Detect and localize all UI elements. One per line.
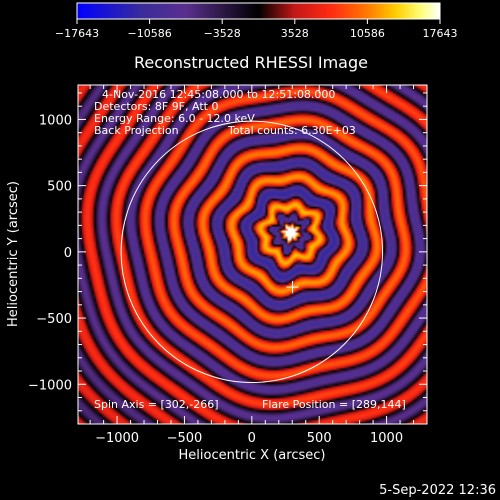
y-tick-label: 1000 <box>39 113 72 128</box>
annotation-energy-range: Energy Range: 6.0 - 12.0 keV <box>94 112 255 125</box>
annotation-method: Back Projection <box>94 124 179 137</box>
colorbar-tick-label: −17643 <box>55 27 99 40</box>
x-tick-label: −1000 <box>95 431 139 446</box>
heatmap-image <box>78 85 427 424</box>
y-tick-label: 0 <box>64 246 72 261</box>
x-tick-label: 500 <box>307 431 332 446</box>
x-tick-label: 0 <box>248 431 256 446</box>
colorbar-fill <box>77 3 440 19</box>
y-tick-label: −1000 <box>28 378 72 393</box>
plot-area <box>78 85 427 424</box>
y-tick-label: 500 <box>47 180 72 195</box>
y-tick-label: −500 <box>36 312 72 327</box>
colorbar-tick-label: 3528 <box>281 27 309 40</box>
annotation-block: 4-Nov-2016 12:45:08.000 to 12:51:08.000 … <box>94 88 356 137</box>
colorbar: −17643 −10586 −3528 3528 10586 17643 <box>55 2 458 40</box>
colorbar-frame <box>76 2 441 20</box>
axis-ticks: −1000 −500 0 500 1000 −1000 −500 0 500 1000 <box>28 85 427 446</box>
colorbar-tick-label: 17643 <box>423 27 458 40</box>
colorbar-ticks: −17643 −10586 −3528 3528 10586 17643 <box>55 19 458 40</box>
solar-limb-circle <box>120 120 384 384</box>
x-axis-label: Heliocentric X (arcsec) <box>179 448 326 463</box>
annotation-detectors: Detectors: 8F 9F, Att 0 <box>94 100 218 113</box>
annotation-total-counts: Total counts: 6.30E+03 <box>227 124 356 137</box>
colorbar-tick-label: −3528 <box>204 27 241 40</box>
plot-frame <box>77 84 428 425</box>
annotation-time-range: 4-Nov-2016 12:45:08.000 to 12:51:08.000 <box>102 88 335 101</box>
footer-timestamp: 5-Sep-2022 12:36 <box>379 483 496 498</box>
flare-position-label: Flare Position = [289,144] <box>262 398 406 411</box>
colorbar-tick-label: 10586 <box>350 27 385 40</box>
spin-axis-marker <box>286 281 299 294</box>
spin-axis-label: Spin Axis = [302,-266] <box>94 398 219 411</box>
chart-title: Reconstructed RHESSI Image <box>134 53 368 72</box>
x-tick-label: −500 <box>167 431 203 446</box>
x-tick-label: 1000 <box>370 431 403 446</box>
y-axis-label: Heliocentric Y (arcsec) <box>6 181 21 327</box>
colorbar-tick-label: −10586 <box>127 27 171 40</box>
